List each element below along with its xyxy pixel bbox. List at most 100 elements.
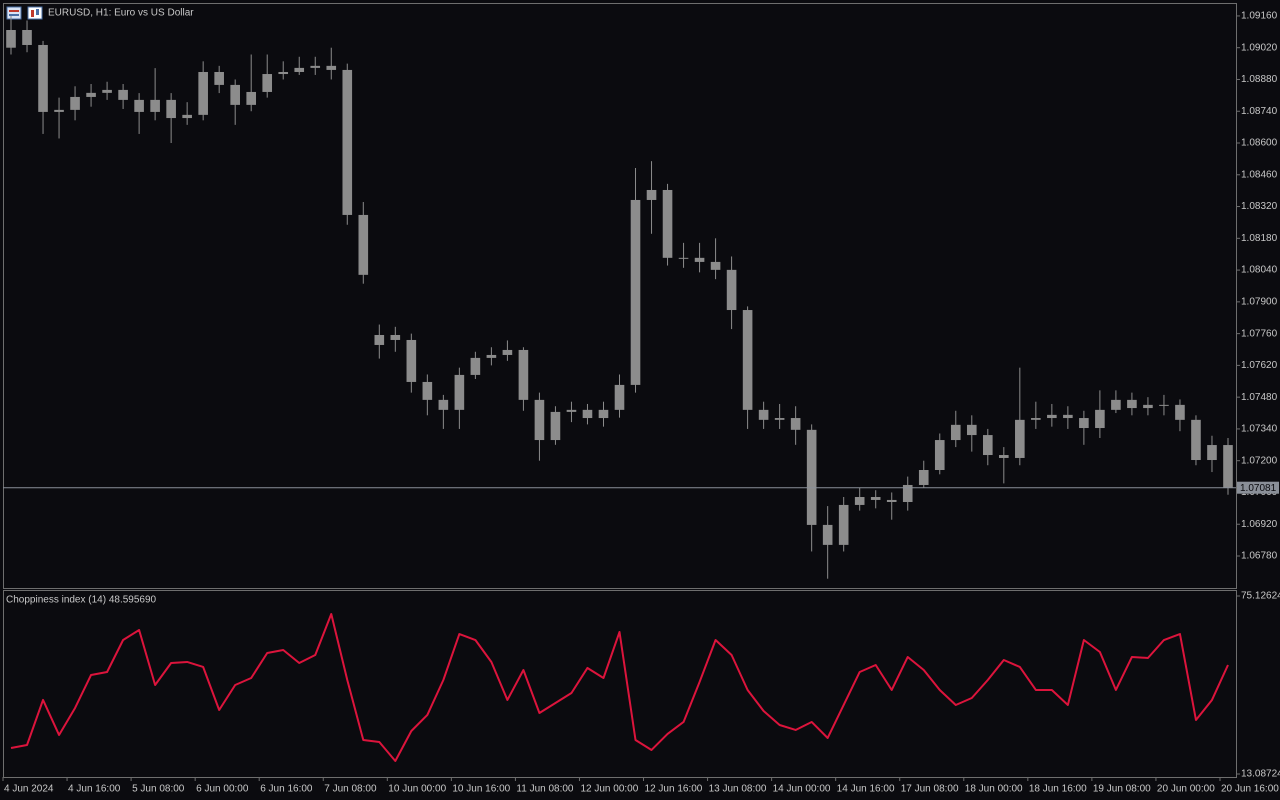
- candle-body: [902, 484, 913, 502]
- candle-body: [822, 524, 833, 545]
- y-tick-label: 1.06780: [1241, 551, 1278, 562]
- candle-body: [22, 30, 32, 45]
- candle-body: [1015, 419, 1025, 458]
- candle-body: [518, 349, 529, 400]
- candle-body: [390, 334, 401, 340]
- candle-body: [1207, 445, 1217, 461]
- candle-body: [214, 71, 224, 85]
- candle-body: [999, 455, 1009, 458]
- candle-body: [1063, 414, 1073, 419]
- candle-body: [438, 399, 449, 410]
- candle-body: [646, 189, 657, 200]
- main-panel: [3, 3, 1237, 589]
- y-tick-label: 1.07200: [1241, 455, 1278, 466]
- last-price-label: 1.07081: [1240, 483, 1277, 494]
- x-tick-label: 4 Jun 2024: [4, 784, 54, 795]
- candle-body: [694, 257, 705, 262]
- candle-body: [246, 91, 257, 105]
- x-tick-label: 18 Jun 16:00: [1029, 784, 1087, 795]
- candle-body: [54, 109, 64, 112]
- candle-body: [134, 99, 144, 112]
- x-tick-label: 14 Jun 00:00: [773, 784, 831, 795]
- x-tick-label: 11 Jun 08:00: [516, 784, 574, 795]
- candle-body: [806, 429, 817, 525]
- candle-body: [358, 214, 369, 275]
- x-tick-label: 12 Jun 16:00: [645, 784, 703, 795]
- y-tick-label: 1.07900: [1241, 296, 1278, 307]
- last-price-box: [1237, 481, 1279, 494]
- y-tick-label: 1.08180: [1241, 233, 1278, 244]
- y-tick-label: 1.07620: [1241, 360, 1278, 371]
- candle-body: [422, 381, 433, 400]
- candle-body: [886, 499, 897, 502]
- candle-body: [502, 349, 513, 355]
- x-tick-label: 20 Jun 00:00: [1157, 784, 1215, 795]
- candle-body: [454, 374, 465, 410]
- chart-type-icon[interactable]: [27, 6, 43, 20]
- y-tick-label: 1.07760: [1241, 328, 1278, 339]
- y-tick-label: 1.08460: [1241, 169, 1278, 180]
- candle-body: [678, 257, 689, 259]
- y-tick-label: 1.08600: [1241, 138, 1278, 149]
- candle-body: [742, 310, 753, 410]
- y-tick-label: 1.09020: [1241, 42, 1278, 53]
- candle-body: [1127, 399, 1137, 409]
- candle-body: [150, 99, 160, 112]
- candle-body: [918, 470, 929, 485]
- candle-body: [854, 497, 865, 505]
- candle-body: [70, 96, 80, 110]
- candle-body: [6, 30, 16, 48]
- x-tick-label: 7 Jun 08:00: [324, 784, 377, 795]
- y-tick-label: 1.07340: [1241, 424, 1278, 435]
- candle-body: [1175, 404, 1185, 420]
- y-tick-label: 1.06920: [1241, 519, 1278, 530]
- y-tick-label: 75.12624: [1241, 591, 1280, 602]
- x-tick-label: 4 Jun 16:00: [68, 784, 121, 795]
- x-tick-label: 20 Jun 16:00: [1221, 784, 1279, 795]
- candle-body: [38, 44, 48, 112]
- candle-body: [630, 199, 641, 385]
- candle-body: [566, 409, 577, 412]
- menu-icon[interactable]: [6, 6, 22, 20]
- x-tick-label: 5 Jun 08:00: [132, 784, 185, 795]
- candle-body: [790, 418, 801, 430]
- candle-body: [86, 92, 96, 97]
- x-tick-label: 10 Jun 16:00: [452, 784, 510, 795]
- candle-body: [710, 261, 721, 270]
- candle-body: [838, 504, 849, 545]
- x-tick-label: 12 Jun 00:00: [580, 784, 638, 795]
- x-tick-label: 19 Jun 08:00: [1093, 784, 1151, 795]
- x-tick-label: 6 Jun 16:00: [260, 784, 313, 795]
- candle-body: [870, 497, 881, 500]
- candle-body: [1079, 418, 1089, 429]
- chart-title: EURUSD, H1: Euro vs US Dollar: [48, 8, 194, 19]
- candle-body: [982, 435, 993, 456]
- candle-body: [406, 339, 417, 382]
- candle-body: [278, 71, 289, 75]
- x-tick-label: 6 Jun 00:00: [196, 784, 249, 795]
- indicator-title: Choppiness index (14) 48.595690: [6, 595, 157, 606]
- candle-body: [1031, 418, 1041, 420]
- indicator-line: [10, 613, 1229, 762]
- candle-body: [1191, 419, 1201, 461]
- candle-body: [1111, 399, 1121, 410]
- candle-body: [614, 384, 625, 410]
- candle-body: [598, 409, 609, 419]
- icon-bar: [31, 10, 34, 17]
- candle-body: [326, 65, 337, 70]
- candle-body: [758, 409, 769, 420]
- candle-body: [182, 114, 192, 119]
- candle-body: [230, 84, 240, 105]
- y-tick-label: 1.08740: [1241, 106, 1278, 117]
- x-tick-label: 13 Jun 08:00: [709, 784, 767, 795]
- icon-frame: [6, 6, 22, 20]
- candle-body: [550, 411, 561, 441]
- icon-frame: [27, 6, 43, 20]
- y-tick-label: 1.09160: [1241, 11, 1278, 22]
- candle-body: [950, 424, 961, 441]
- candle-body: [534, 399, 545, 441]
- candle-body: [774, 418, 785, 420]
